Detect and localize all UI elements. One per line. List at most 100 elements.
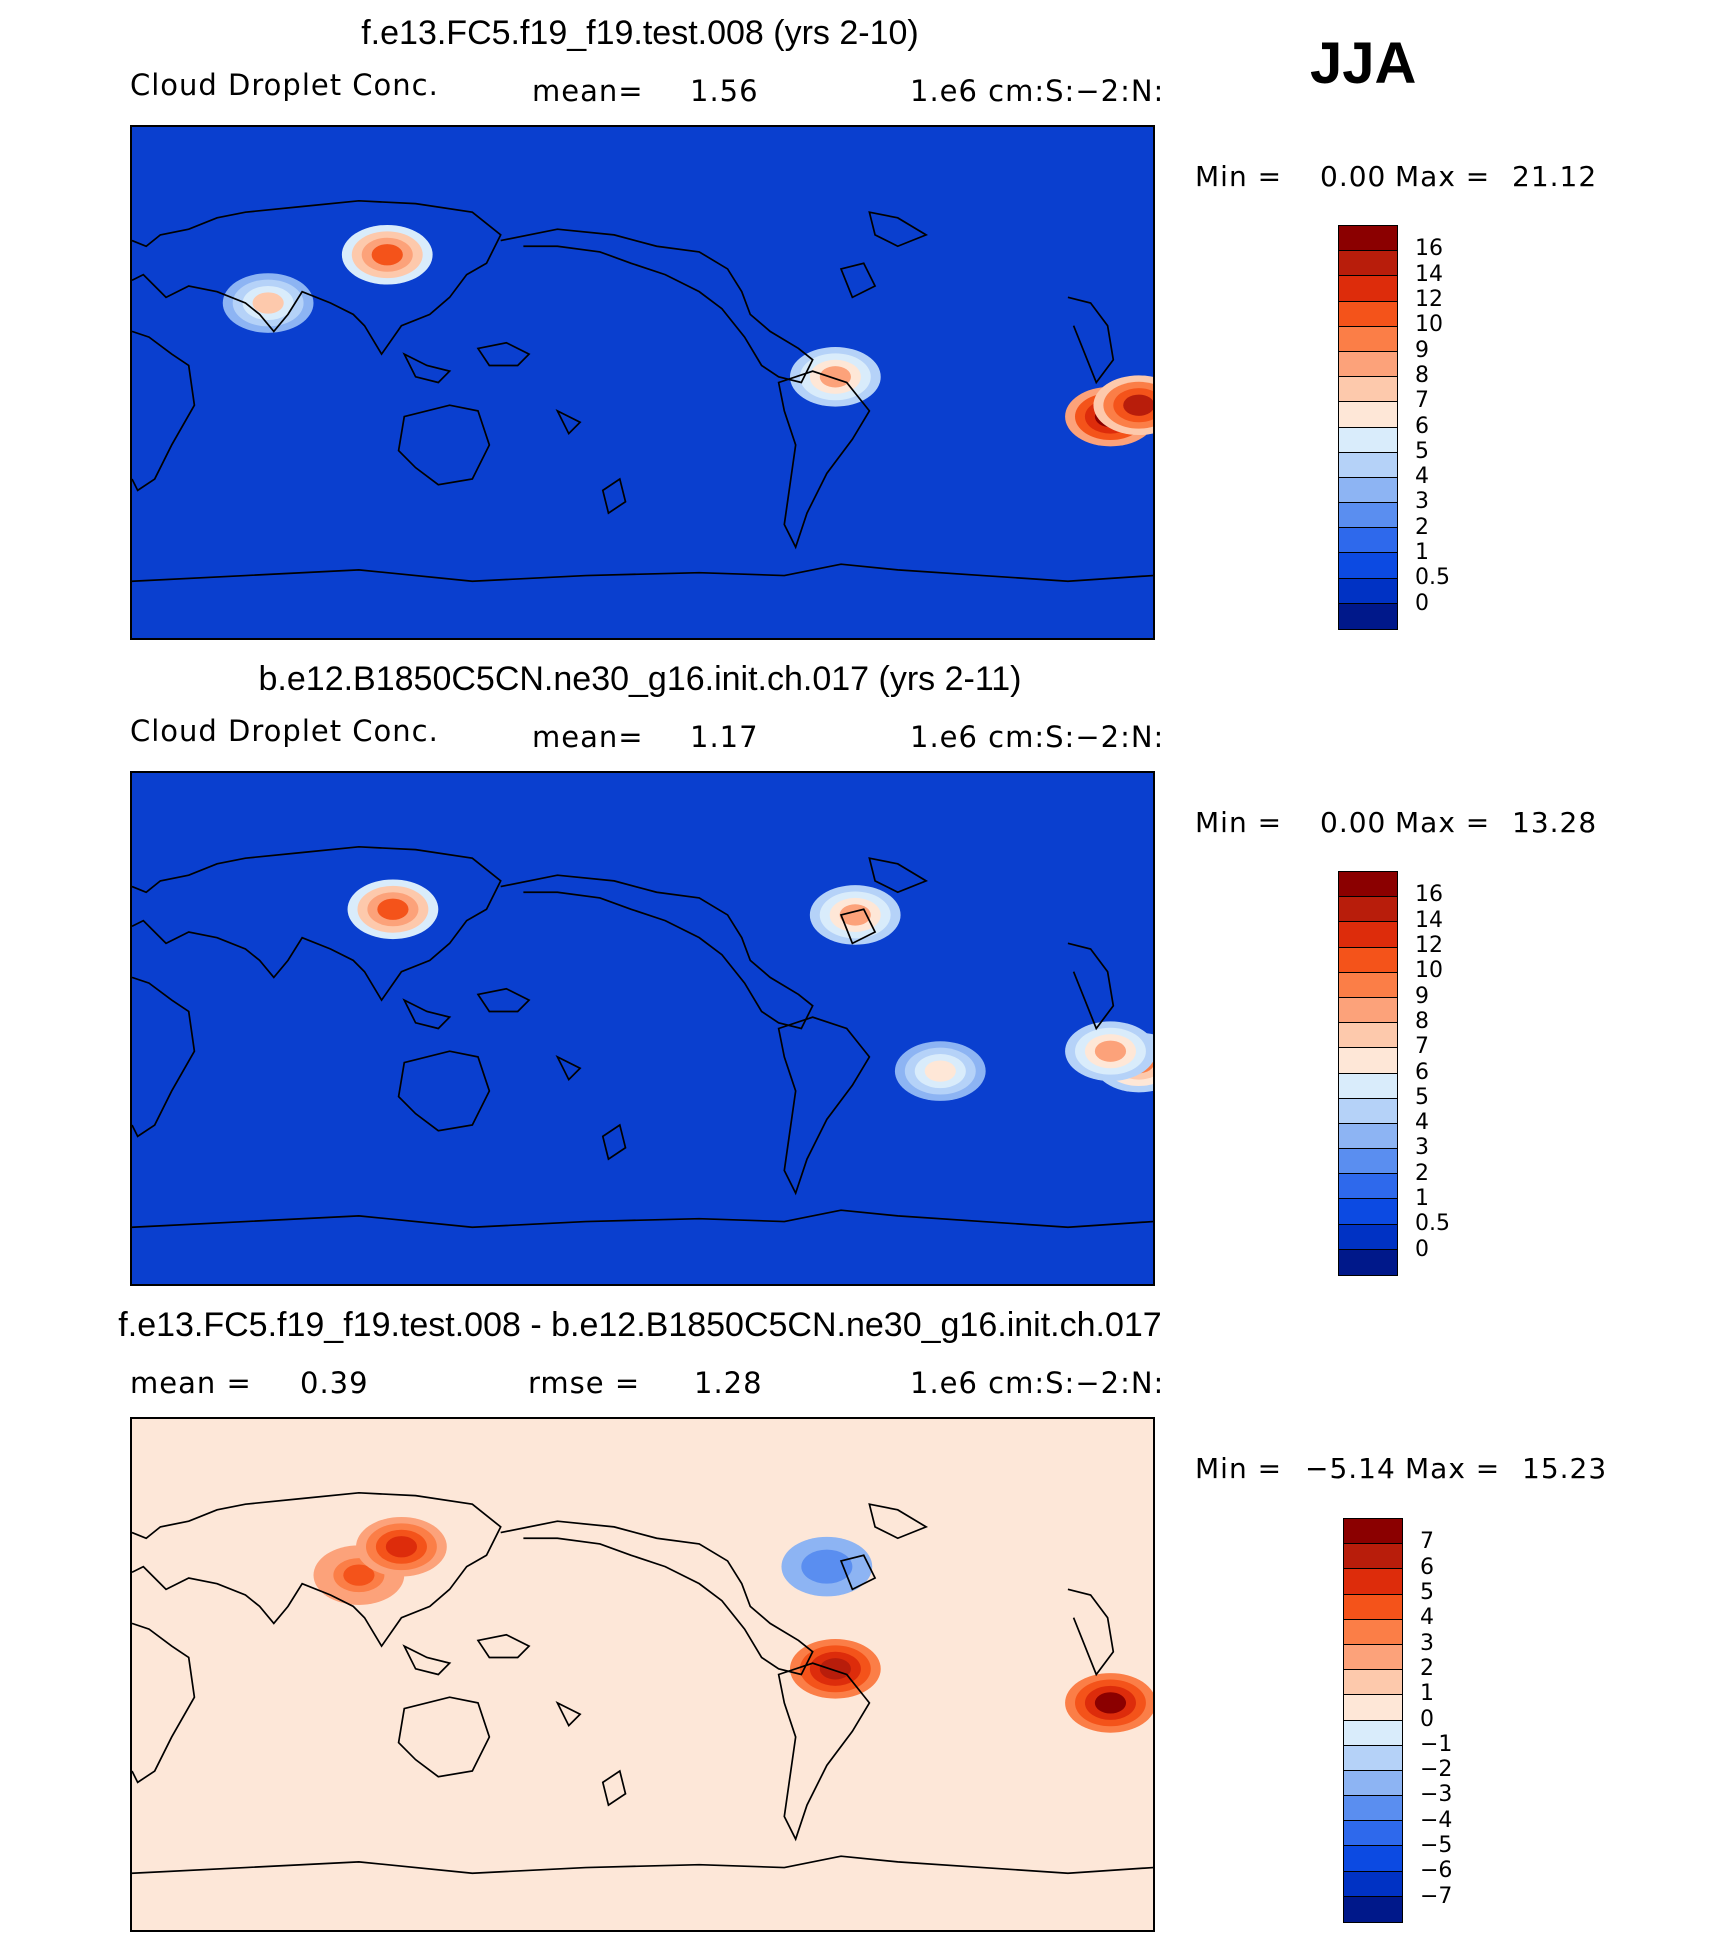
- panel-3-map-svg: [132, 1419, 1153, 1930]
- colorbar-swatch: [1339, 326, 1397, 352]
- coastline: [476, 341, 531, 367]
- colorbar-swatch: [1339, 578, 1397, 604]
- colorbar-swatch: [1339, 477, 1397, 504]
- colorbar-tick-label: 3: [1420, 1630, 1434, 1656]
- panel-2-mean-label: mean=: [532, 720, 644, 754]
- colorbar-tick-label: 9: [1415, 337, 1429, 363]
- colorbar-swatch: [1339, 1123, 1397, 1150]
- colorbar-swatch: [1339, 872, 1397, 898]
- coastline: [132, 845, 502, 1002]
- colorbar-swatch: [1339, 603, 1397, 629]
- colorbar-tick-label: 3: [1415, 489, 1429, 515]
- coastline: [132, 1855, 1153, 1875]
- coastline: [555, 1700, 582, 1728]
- panel-3-min-label: Min =: [1195, 1452, 1283, 1485]
- colorbar-tick-label: 6: [1415, 1059, 1429, 1085]
- coastline: [402, 352, 452, 384]
- panel-3-min-value: −5.14: [1305, 1452, 1396, 1485]
- panel-1-map: [130, 125, 1155, 640]
- colorbar-tick-label: 0.5: [1415, 1211, 1450, 1237]
- map-hotspot: [1094, 1040, 1127, 1062]
- colorbar-swatch: [1344, 1619, 1402, 1645]
- colorbar-tick-label: 2: [1415, 514, 1429, 540]
- colorbar-swatch: [1339, 972, 1397, 998]
- colorbar-swatch: [1339, 1098, 1397, 1124]
- colorbar-swatch: [1339, 377, 1397, 403]
- colorbar-swatch: [1339, 922, 1397, 948]
- colorbar-swatch: [1344, 1569, 1402, 1595]
- colorbar-tick-label: 2: [1420, 1655, 1434, 1681]
- colorbar-tick-label: 4: [1415, 464, 1429, 490]
- colorbar-tick-label: 12: [1415, 932, 1443, 958]
- colorbar-tick-label: 5: [1415, 438, 1429, 464]
- panel-1-mean-value: 1.56: [690, 74, 759, 108]
- map-hotspot: [1094, 1692, 1127, 1714]
- colorbar-tick-label: 8: [1415, 1008, 1429, 1034]
- panel-1-mean-label: mean=: [532, 74, 644, 108]
- colorbar-tick-label: 14: [1415, 261, 1443, 287]
- map-hotspot: [819, 1658, 851, 1680]
- colorbar-swatch: [1344, 1821, 1402, 1847]
- panel-2-title: b.e12.B1850C5CN.ne30_g16.init.ch.017 (yr…: [258, 660, 1022, 698]
- panel-1-title: f.e13.FC5.f19_f19.test.008 (yrs 2-10): [361, 14, 919, 52]
- colorbar-tick-label: 5: [1420, 1579, 1434, 1605]
- panel-3-map: [130, 1417, 1155, 1932]
- colorbar-tick-label: 0: [1415, 1236, 1429, 1262]
- season-label: JJA: [1310, 31, 1417, 96]
- panel-2-max-label: Max =: [1395, 806, 1491, 839]
- colorbar-tick-label: 5: [1415, 1084, 1429, 1110]
- coastline: [868, 857, 929, 894]
- colorbar-swatch: [1344, 1846, 1402, 1872]
- colorbar-tick-label: 0: [1415, 590, 1429, 616]
- colorbar-tick-label: 9: [1415, 983, 1429, 1009]
- coastline: [1067, 1588, 1115, 1677]
- coastline: [132, 199, 502, 356]
- panel-1-map-background: [132, 127, 1153, 638]
- colorbar-tick-label: 7: [1415, 388, 1429, 414]
- coastline: [601, 477, 627, 515]
- colorbar-swatch: [1339, 402, 1397, 428]
- colorbar-swatch: [1339, 947, 1397, 973]
- colorbar-tick-label: 12: [1415, 286, 1443, 312]
- coastline: [868, 211, 929, 248]
- colorbar-tick-label: −5: [1420, 1833, 1453, 1859]
- colorbar-tick-label: 6: [1420, 1554, 1434, 1580]
- colorbar-tick-label: 10: [1415, 958, 1443, 984]
- colorbar-tick-label: −2: [1420, 1757, 1453, 1783]
- coastline: [132, 1209, 1153, 1229]
- coastline: [868, 1503, 929, 1540]
- colorbar-swatch: [1344, 1745, 1402, 1771]
- colorbar-swatch: [1339, 1149, 1397, 1175]
- panel-1-colorbar: [1338, 225, 1398, 630]
- colorbar-swatch: [1344, 1644, 1402, 1671]
- coastline: [397, 1050, 491, 1132]
- panel-3-map-background: [132, 1419, 1153, 1930]
- colorbar-swatch: [1339, 452, 1397, 478]
- coastline: [839, 1554, 877, 1591]
- coastline: [476, 1633, 531, 1659]
- coastline: [132, 563, 1153, 583]
- coastline: [132, 1491, 502, 1648]
- colorbar-tick-label: 1: [1415, 540, 1429, 566]
- colorbar-swatch: [1339, 897, 1397, 923]
- colorbar-tick-label: 10: [1415, 312, 1443, 338]
- panel-1-variable: Cloud Droplet Conc.: [130, 68, 439, 102]
- colorbar-tick-label: 2: [1415, 1160, 1429, 1186]
- colorbar-swatch: [1339, 1199, 1397, 1225]
- colorbar-swatch: [1344, 1720, 1402, 1746]
- panel-1-max-value: 21.12: [1512, 160, 1598, 193]
- colorbar-swatch: [1339, 553, 1397, 579]
- colorbar-tick-label: 3: [1415, 1135, 1429, 1161]
- colorbar-swatch: [1339, 1249, 1397, 1275]
- colorbar-tick-label: 0.5: [1415, 565, 1450, 591]
- map-hotspot: [1123, 394, 1153, 416]
- colorbar-tick-label: 7: [1415, 1034, 1429, 1060]
- panel-1-units: 1.e6 cm:S:−2:N:: [910, 74, 1165, 108]
- colorbar-swatch: [1344, 1594, 1402, 1620]
- colorbar-swatch: [1344, 1695, 1402, 1721]
- colorbar-tick-label: 16: [1415, 882, 1443, 908]
- colorbar-swatch: [1339, 528, 1397, 554]
- coastline: [132, 330, 196, 492]
- coastline: [839, 908, 877, 945]
- colorbar-tick-label: −4: [1420, 1807, 1453, 1833]
